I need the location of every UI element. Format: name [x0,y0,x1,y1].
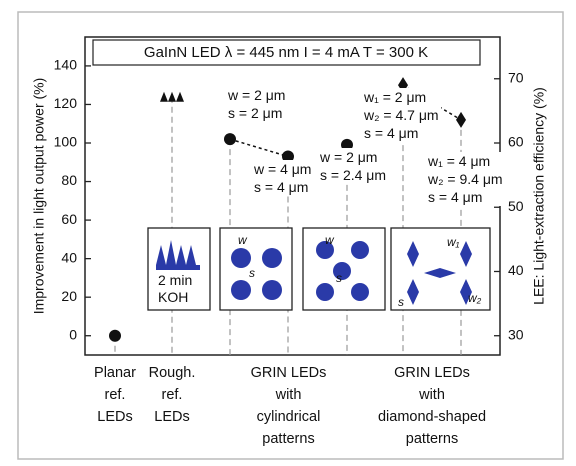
inset-label: w₁ [447,236,459,249]
annotation: w₁ = 4 μm w₂ = 9.4 μm s = 4 μm [426,152,505,206]
x-tick-label: Rough. ref. LEDs [132,362,212,428]
y-tick-label: 80 [61,172,77,188]
y2-axis-label: LEE: Light-extraction efficiency (%) [531,87,547,305]
y-tick-label: 100 [54,134,78,150]
page: GaInN LED λ = 445 nm I = 4 mA T = 300 K … [0,0,576,466]
inset-label: s [336,272,342,285]
y-tick-label: 0 [69,326,77,342]
y-axis-label: Improvement in light output power (%) [31,78,47,315]
y2-tick-label: 70 [508,69,524,85]
inset-label: s [398,296,404,309]
inset-dot [351,241,369,259]
inset-dot [231,280,251,300]
y-tick-label: 140 [54,57,78,73]
annotation: w = 2 μm s = 2.4 μm [318,148,388,184]
point [109,330,121,342]
y2-tick-label: 50 [508,198,524,214]
y-tick-label: 120 [54,95,78,111]
chart-title: GaInN LED λ = 445 nm I = 4 mA T = 300 K [144,44,428,61]
y-tick-label: 20 [61,288,77,304]
inset-box [220,228,292,310]
connector [230,139,288,156]
inset-label: w [325,234,334,247]
inset-dot [262,280,282,300]
annotation: w₁ = 2 μm w₂ = 4.7 μm s = 4 μm [362,88,441,142]
annotation: w = 4 μm s = 4 μm [252,160,313,196]
y2-tick-label: 30 [508,326,524,342]
x-group-label: GRIN LEDs with diamond-shaped patterns [367,362,497,450]
y2-tick-label: 60 [508,134,524,150]
inset-dot [351,283,369,301]
y2-tick-label: 40 [508,262,524,278]
point [456,112,466,128]
point [224,133,236,145]
inset-dot [262,248,282,268]
y-tick-label: 40 [61,249,77,265]
inset-dot [316,283,334,301]
annotation: w = 2 μm s = 2 μm [226,86,287,122]
inset-label: 2 min KOH [158,272,192,306]
inset-label: w [238,234,247,247]
point [160,92,184,102]
inset-dot [231,248,251,268]
x-group-label: GRIN LEDs with cylindrical patterns [224,362,354,450]
inset-label: s [249,267,255,280]
y-tick-label: 60 [61,211,77,227]
inset-label: w₂ [468,292,481,305]
